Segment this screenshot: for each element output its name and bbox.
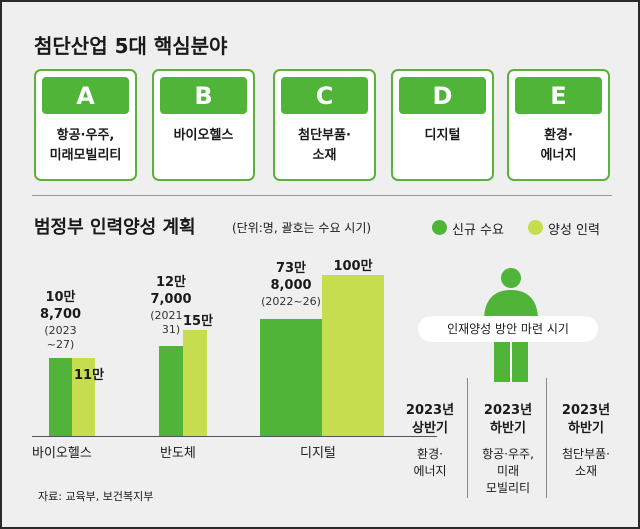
chart-baseline: [32, 436, 437, 437]
category-label: 디지털: [300, 446, 336, 461]
schedule-fields: 환경· 에너지: [413, 447, 447, 478]
schedule-column-3: 2023년 하반기 첨단부품· 소재: [550, 402, 622, 480]
card-label: 첨단부품· 소재: [298, 128, 351, 163]
value-label-training: 15만: [183, 314, 214, 329]
card-label: 디지털: [424, 128, 461, 143]
schedule-period: 2023년 하반기: [483, 403, 533, 436]
period-label: (2022~26): [261, 295, 321, 308]
legend-swatch-new-demand: [432, 220, 447, 235]
card-letter: C: [281, 77, 368, 114]
schedule-separator: [467, 378, 468, 498]
period-label: (2023 ~27): [44, 324, 77, 351]
category-label: 반도체: [160, 446, 196, 461]
schedule-column-1: 2023년 상반기 환경· 에너지: [395, 402, 465, 480]
schedule-fields: 첨단부품· 소재: [562, 447, 610, 478]
value-label-new-demand: 12만 7,000: [150, 275, 192, 307]
legend-label-new-demand: 신규 수요: [452, 223, 504, 238]
value-label-training: 100만: [333, 259, 373, 274]
schedule-separator: [546, 378, 547, 498]
card-label: 환경· 에너지: [540, 128, 577, 163]
schedule-column-2: 2023년 하반기 항공·우주, 미래 모빌리티: [470, 402, 546, 497]
bar-new-demand: [159, 346, 183, 436]
schedule-period: 2023년 상반기: [405, 403, 455, 436]
field-card-b: B 바이오헬스: [152, 69, 255, 181]
period-label: (2021~ 31): [150, 309, 192, 336]
value-label-training: 11만: [74, 368, 105, 383]
field-card-d: D 디지털: [391, 69, 494, 181]
value-label-new-demand: 73만 8,000: [270, 261, 312, 293]
card-letter: D: [399, 77, 486, 114]
bar-training: [72, 358, 95, 436]
bar-new-demand: [49, 358, 72, 436]
bar-training: [183, 330, 207, 436]
card-label: 바이오헬스: [173, 128, 234, 143]
card-letter: A: [42, 77, 129, 114]
schedule-period: 2023년 하반기: [561, 403, 611, 436]
schedule-callout: 인재양성 방안 마련 시기: [418, 316, 598, 342]
card-letter: B: [160, 77, 247, 114]
card-letter: E: [515, 77, 602, 114]
schedule-fields: 항공·우주, 미래 모빌리티: [482, 447, 534, 495]
bar-training: [322, 275, 384, 436]
bar-new-demand: [260, 319, 322, 436]
section-divider: [32, 195, 612, 196]
section2-title: 범정부 인력양성 계획: [34, 217, 196, 238]
source-note: 자료: 교육부, 보건복지부: [38, 490, 154, 503]
legend-label-training: 양성 인력: [548, 223, 600, 238]
category-label: 바이오헬스: [32, 446, 92, 461]
section1-title: 첨단산업 5대 핵심분야: [34, 34, 228, 58]
card-label: 항공·우주, 미래모빌리티: [49, 128, 122, 163]
field-card-a: A 항공·우주, 미래모빌리티: [34, 69, 137, 181]
field-card-e: E 환경· 에너지: [507, 69, 610, 181]
legend-swatch-training: [528, 220, 543, 235]
chart-subtitle: (단위:명, 괄호는 수요 시기): [232, 221, 372, 235]
value-label-new-demand: 10만 8,700: [39, 290, 82, 322]
field-card-c: C 첨단부품· 소재: [273, 69, 376, 181]
